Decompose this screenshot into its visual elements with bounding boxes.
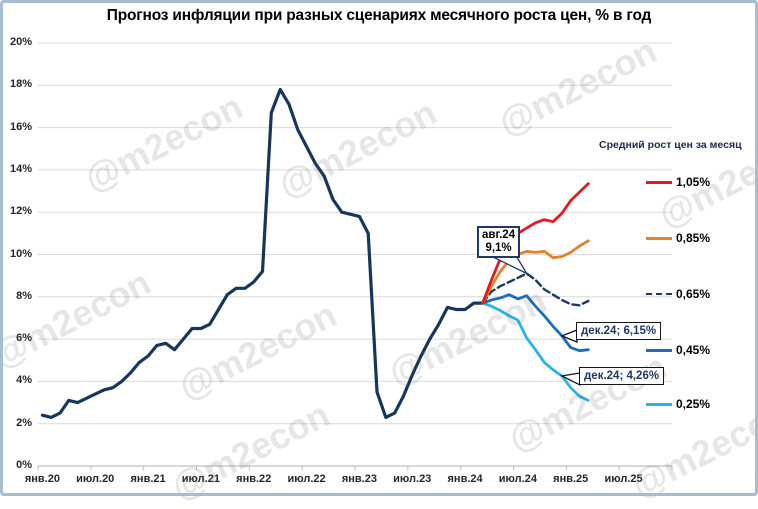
legend-swatch-line (646, 293, 672, 295)
y-tick-label: 18% (9, 78, 32, 91)
legend-label: 0,85% (676, 231, 711, 245)
series-s045 (481, 293, 590, 353)
y-tick-label: 2% (16, 416, 32, 429)
legend-swatch-line (646, 348, 672, 352)
callout-dec24-lightblue: дек.24; 4,26% (579, 367, 665, 385)
legend-label: 0,65% (676, 287, 711, 301)
callout-aug24: авг.24 9,1% (477, 226, 521, 258)
legend-entry: 0,65% (646, 287, 710, 301)
x-tick-label: янв.22 (236, 473, 272, 485)
series-s065 (481, 272, 590, 307)
legend-swatch-line (646, 180, 672, 184)
x-tick-label: янв.21 (130, 473, 166, 485)
legend-entry: 1,05% (646, 175, 710, 189)
callout-aug24-date: авг.24 (482, 229, 516, 241)
x-tick-label: июл.21 (181, 473, 220, 485)
callout-aug24-value: 9,1% (485, 242, 512, 254)
chart-title: Прогноз инфляции при разных сценариях ме… (106, 7, 652, 24)
legend-title: Средний рост цен за месяц (599, 139, 742, 151)
x-tick-label: янв.23 (341, 473, 377, 485)
x-tick-label: июл.25 (604, 473, 643, 485)
x-tick-label: июл.23 (393, 473, 432, 485)
legend-entry: 0,85% (646, 231, 710, 245)
x-tick-label: июл.22 (287, 473, 326, 485)
y-tick-label: 20% (9, 36, 32, 48)
plot-area (37, 42, 673, 471)
series-s085 (481, 239, 590, 305)
legend-entry: 0,45% (646, 343, 710, 357)
series-s025 (481, 301, 590, 402)
x-tick-label: янв.20 (24, 473, 60, 485)
y-tick-label: 4% (16, 374, 32, 387)
y-tick-label: 8% (16, 289, 32, 302)
series-actual (40, 87, 485, 419)
y-tick-label: 6% (16, 332, 32, 345)
y-tick-label: 10% (9, 247, 32, 260)
x-tick-label: янв.24 (447, 473, 483, 485)
legend-swatch-line (646, 402, 672, 406)
legend-entry: 0,25% (646, 397, 710, 411)
y-tick-label: 14% (9, 162, 32, 175)
callout-dec24-blue: дек.24; 6,15% (576, 322, 662, 340)
legend-label: 0,25% (676, 397, 711, 411)
x-tick-label: июл.24 (498, 473, 537, 485)
y-tick-label: 0% (16, 459, 32, 471)
legend-swatch-line (646, 236, 672, 240)
legend-label: 1,05% (676, 175, 711, 189)
legend-label: 0,45% (676, 343, 711, 357)
y-tick-label: 16% (9, 120, 32, 133)
x-tick-label: янв.25 (553, 473, 589, 485)
y-tick-label: 12% (9, 205, 32, 218)
x-tick-label: июл.20 (76, 473, 115, 485)
